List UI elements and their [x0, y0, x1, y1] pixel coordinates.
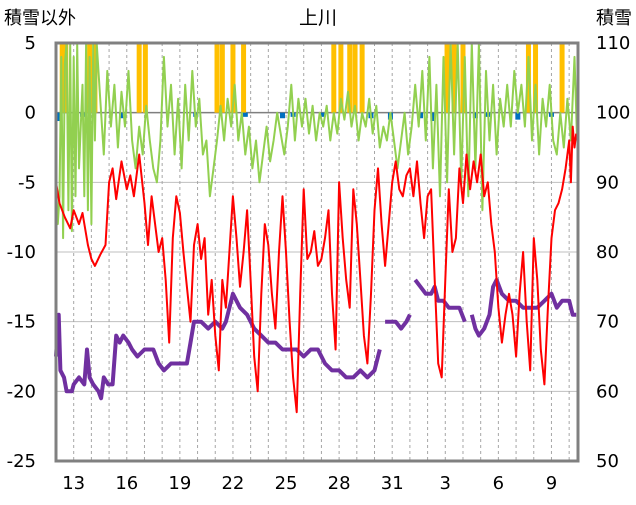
precip-bar-10 [418, 112, 424, 119]
x-tick-label-3: 22 [221, 473, 244, 494]
precip-bar-4 [242, 112, 248, 117]
x-tick-label-2: 19 [168, 473, 191, 494]
x-tick-label-5: 28 [328, 473, 351, 494]
x-tick-label-7: 3 [440, 473, 451, 494]
precip-bar-7 [320, 112, 326, 117]
left-tick-label-0: 5 [25, 33, 36, 54]
left-tick-label-5: -20 [7, 381, 36, 402]
x-tick-label-4: 25 [275, 473, 298, 494]
right-tick-label-1: 100 [596, 103, 630, 124]
right-tick-label-3: 80 [596, 242, 619, 263]
precip-bar-5 [279, 112, 285, 119]
precip-bar-12 [472, 112, 478, 119]
right-axis-title: 積雪 [596, 8, 632, 29]
sunshine-bar-14 [359, 43, 365, 113]
sunshine-bar-15 [444, 43, 450, 113]
plot-frame [54, 41, 580, 463]
sunshine-bar-5 [142, 43, 148, 113]
left-tick-label-1: 0 [25, 103, 36, 124]
sunshine-bar-8 [230, 43, 236, 113]
precip-bar-14 [515, 112, 521, 120]
sunshine-bar-4 [136, 43, 142, 113]
sunshine-bar-10 [331, 43, 337, 113]
right-tick-label-2: 90 [596, 172, 619, 193]
right-tick-label-0: 110 [596, 33, 630, 54]
x-tick-label-0: 13 [62, 473, 85, 494]
sunshine-bar-12 [347, 43, 353, 113]
x-tick-label-9: 9 [546, 473, 557, 494]
x-tick-label-6: 31 [381, 473, 404, 494]
right-tick-label-4: 70 [596, 312, 619, 333]
sunshine-bar-13 [352, 43, 358, 113]
sunshine-bar-1 [63, 43, 69, 113]
snow_depth-line [54, 277, 577, 401]
sunshine-bar-17 [460, 43, 466, 113]
wind-line [55, 42, 579, 240]
chart-title: 上川 [299, 7, 337, 29]
temperature-line [55, 125, 578, 414]
x-tick-label-1: 16 [115, 473, 138, 494]
sunshine-bar-19 [533, 43, 539, 113]
left-tick-label-4: -15 [7, 312, 36, 333]
precip-bar-2 [118, 112, 124, 119]
left-tick-label-6: -25 [7, 451, 36, 472]
right-tick-label-6: 50 [596, 451, 619, 472]
x-tick-label-8: 6 [493, 473, 504, 494]
precip-bar-11 [430, 112, 436, 122]
sunshine-bar-16 [451, 43, 457, 113]
series-layer [54, 42, 579, 414]
left-tick-label-2: -5 [18, 172, 36, 193]
sunshine-bar-6 [214, 43, 220, 113]
right-tick-label-5: 60 [596, 381, 619, 402]
sunshine-bar-3 [92, 43, 98, 113]
sunshine-bar-20 [559, 43, 565, 113]
sunshine-bar-11 [338, 43, 344, 113]
left-axis-title: 積雪以外 [4, 8, 76, 29]
sunshine-bar-7 [219, 43, 225, 113]
sunshine-bar-9 [241, 43, 247, 113]
left-tick-label-3: -10 [7, 242, 36, 263]
